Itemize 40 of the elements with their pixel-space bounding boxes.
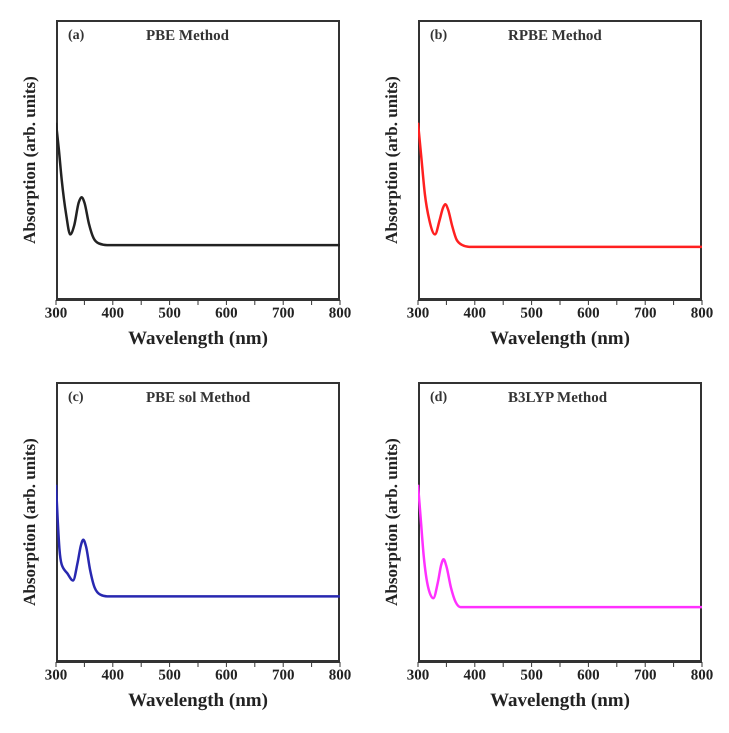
text: (d) [430,390,448,406]
x-tick-label: 600 [215,668,238,684]
x-tick-label: 800 [328,306,352,322]
x-tick-label: 600 [577,668,600,684]
x-tick-label: 300 [406,306,430,322]
x-tick-label: 400 [464,668,486,684]
chart-title: RPBE Method [508,28,602,45]
y-axis-title: Absorption (arb. units) [20,438,40,606]
x-tick-label: 300 [406,668,430,684]
x-tick-label: 400 [102,668,124,684]
x-tick-label: 400 [464,306,486,322]
x-tick-label: 300 [44,306,68,322]
x-tick-label: 500 [520,306,543,322]
x-tick-label: 700 [634,668,656,684]
x-axis-title: Wavelength (nm) [489,328,631,350]
x-tick-label: 500 [520,668,543,684]
x-tick-label: 400 [102,306,124,322]
text: (b) [430,28,448,44]
chart-title: B3LYP Method [508,390,608,407]
text: (a) [68,28,84,44]
x-axis-title: Wavelength (nm) [489,690,631,712]
chart-title: PBE sol Method [146,390,250,407]
x-tick-label: 700 [272,668,294,684]
x-tick-label: 600 [577,306,600,322]
x-tick-label: 800 [690,668,714,684]
x-tick-label: 500 [158,306,181,322]
chart-title: PBE Method [146,28,229,45]
x-tick-label: 800 [690,306,714,322]
x-axis-title: Wavelength (nm) [127,328,269,350]
text: (c) [68,390,84,406]
y-axis-title: Absorption (arb. units) [382,76,402,244]
x-axis-title: Wavelength (nm) [127,690,269,712]
y-axis-title: Absorption (arb. units) [20,76,40,244]
x-tick-label: 800 [328,668,352,684]
x-tick-label: 600 [215,306,238,322]
y-axis-title: Absorption (arb. units) [382,438,402,606]
x-tick-label: 300 [44,668,68,684]
x-tick-label: 700 [634,306,656,322]
x-tick-label: 700 [272,306,294,322]
x-tick-label: 500 [158,668,181,684]
